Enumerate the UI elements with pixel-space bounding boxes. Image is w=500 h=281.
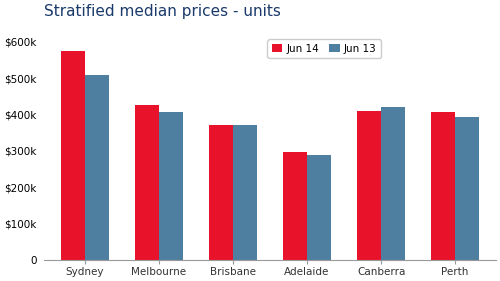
Bar: [432, 112, 455, 260]
Bar: [85, 74, 108, 260]
Bar: [61, 51, 85, 260]
Text: Stratified median prices - units: Stratified median prices - units: [44, 4, 281, 19]
Bar: [136, 105, 159, 260]
Bar: [210, 125, 233, 260]
Bar: [455, 117, 479, 260]
Bar: [358, 111, 381, 260]
Bar: [284, 152, 307, 260]
Bar: [381, 107, 405, 260]
Bar: [159, 112, 182, 260]
Legend: Jun 14, Jun 13: Jun 14, Jun 13: [268, 39, 381, 58]
Bar: [307, 155, 330, 260]
Bar: [233, 125, 256, 260]
